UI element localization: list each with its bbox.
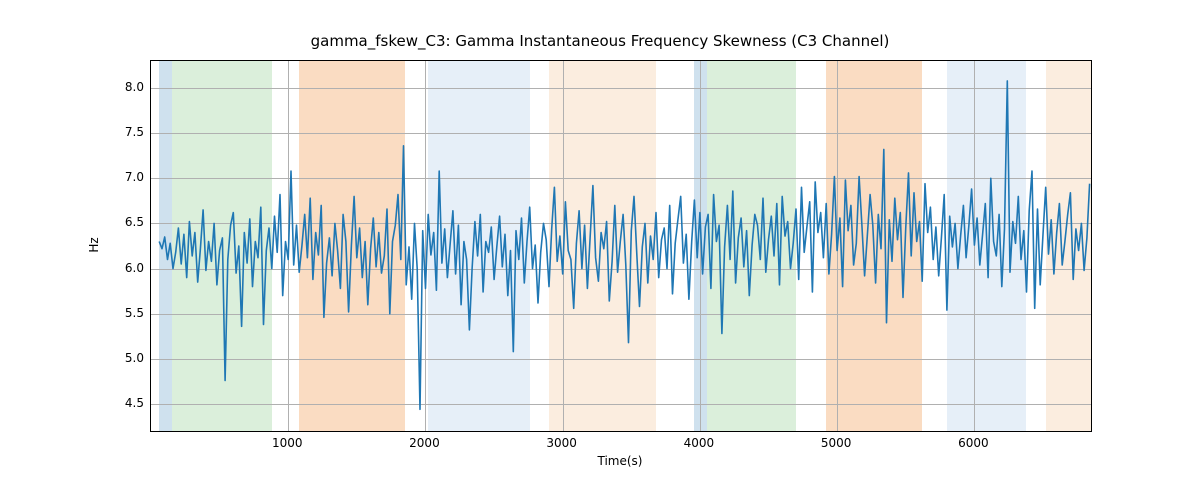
y-axis-label: Hz [87,237,101,252]
x-tick-label: 2000 [409,436,440,450]
y-tick-label: 5.0 [114,351,144,365]
y-tick-label: 4.5 [114,396,144,410]
x-tick-label: 1000 [272,436,303,450]
y-tick-label: 7.0 [114,170,144,184]
plot-area [150,60,1092,432]
x-tick-label: 4000 [684,436,715,450]
line-layer [151,61,1091,431]
chart-title: gamma_fskew_C3: Gamma Instantaneous Freq… [0,32,1200,50]
figure: gamma_fskew_C3: Gamma Instantaneous Freq… [0,0,1200,500]
y-tick-label: 6.5 [114,215,144,229]
x-tick-label: 5000 [821,436,852,450]
y-tick-label: 6.0 [114,261,144,275]
data-line [159,81,1089,409]
y-tick-label: 8.0 [114,80,144,94]
x-tick-label: 6000 [958,436,989,450]
x-tick-label: 3000 [546,436,577,450]
y-tick-label: 5.5 [114,306,144,320]
x-axis-label: Time(s) [598,454,643,468]
y-tick-label: 7.5 [114,125,144,139]
